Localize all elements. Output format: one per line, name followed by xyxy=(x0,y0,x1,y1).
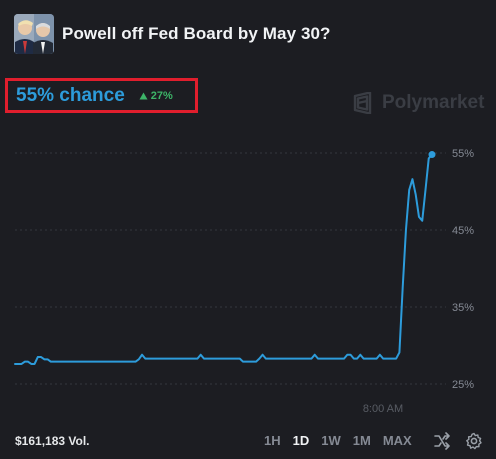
y-tick-label: 35% xyxy=(452,302,474,314)
x-tick-label: 8:00 AM xyxy=(363,403,403,415)
range-button-max[interactable]: MAX xyxy=(382,433,412,448)
chart-footer: $161,183 Vol. 1H 1D 1W 1M MAX xyxy=(0,428,496,454)
range-button-1d[interactable]: 1D xyxy=(292,433,310,448)
chance-delta: 27% xyxy=(139,90,173,102)
polymarket-watermark: Polymarket xyxy=(352,92,484,114)
chance-value: 55% chance xyxy=(16,84,125,106)
range-button-1m[interactable]: 1M xyxy=(352,433,371,448)
current-point-marker xyxy=(428,151,436,159)
volume-label: $161,183 Vol. xyxy=(15,434,90,448)
price-chart[interactable]: 55% 45% 35% 25% 8:00 AM xyxy=(0,130,496,420)
range-button-1h[interactable]: 1H xyxy=(264,433,281,448)
time-range-selector: 1H 1D 1W 1M MAX xyxy=(264,433,412,448)
probability-line xyxy=(14,153,433,365)
x-axis-labels: 8:00 AM xyxy=(363,403,403,415)
chart-grid xyxy=(15,152,446,385)
range-button-1w[interactable]: 1W xyxy=(321,433,341,448)
polymarket-logo-icon xyxy=(353,92,372,114)
y-axis-labels: 55% 45% 35% 25% xyxy=(452,148,474,391)
shuffle-icon[interactable] xyxy=(433,432,451,450)
market-portrait-icon xyxy=(14,14,54,54)
y-tick-label: 45% xyxy=(452,225,474,237)
chance-highlight-box: 55% chance 27% xyxy=(5,78,198,113)
triangle-up-icon xyxy=(139,92,148,99)
market-title: Powell off Fed Board by May 30? xyxy=(62,24,331,43)
y-tick-label: 25% xyxy=(452,379,474,391)
polymarket-wordmark: Polymarket xyxy=(382,92,485,113)
market-header: Powell off Fed Board by May 30? xyxy=(14,14,331,54)
gear-icon[interactable] xyxy=(465,432,483,450)
chance-delta-value: 27% xyxy=(150,89,173,102)
y-tick-label: 55% xyxy=(452,148,474,160)
